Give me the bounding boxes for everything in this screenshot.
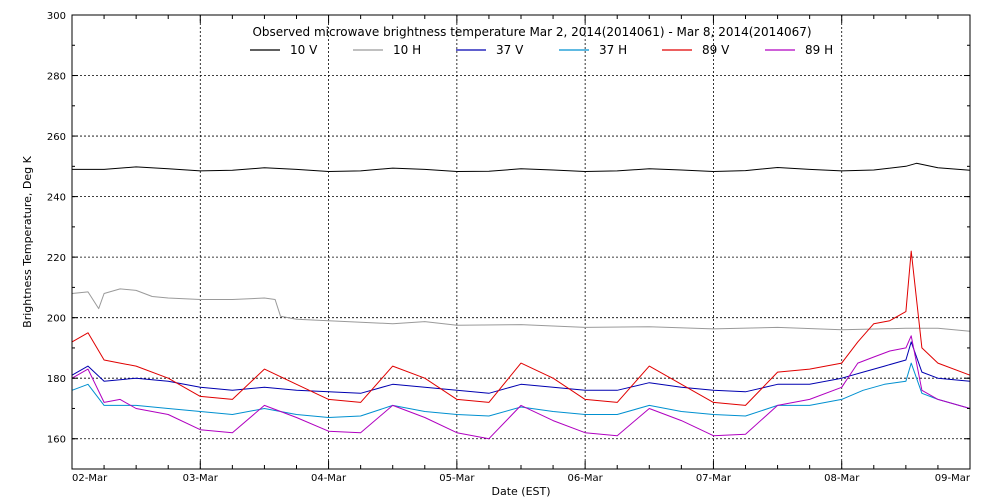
x-tick-label: 05-Mar <box>439 473 475 484</box>
series-line-89-h <box>71 335 971 440</box>
y-tick-label: 300 <box>47 11 66 22</box>
series-line-37-h <box>71 362 971 418</box>
series-line-37-v <box>71 341 971 394</box>
series-line-10-h <box>71 288 971 332</box>
x-tick-label: 09-Mar <box>935 473 971 484</box>
legend-label: 37 H <box>599 43 627 57</box>
series-line-89-v <box>71 250 971 406</box>
legend-label: 89 V <box>702 43 730 57</box>
series-lines <box>71 162 971 440</box>
y-tick-label: 220 <box>47 253 66 264</box>
y-tick-label: 240 <box>47 193 66 204</box>
legend: 10 V 10 H 37 V 37 H 89 V 89 H <box>250 43 833 57</box>
y-axis-title: Brightness Temperature, Deg K <box>21 155 34 327</box>
y-tick-label: 280 <box>47 72 66 83</box>
y-tick-label: 160 <box>47 435 66 446</box>
y-tick-label: 200 <box>47 314 66 325</box>
y-axis: 160 180 200 220 240 260 280 300 <box>47 11 970 470</box>
y-tick-label: 180 <box>47 374 66 385</box>
x-tick-label: 04-Mar <box>311 473 347 484</box>
x-axis: 02-Mar 03-Mar 04-Mar 05-Mar 06-Mar 07-Mar 08-M… <box>71 15 971 484</box>
series-line-10-v <box>72 162 971 172</box>
chart-title: Observed microwave brightness temperatur… <box>252 25 811 39</box>
x-tick-label: 07-Mar <box>696 473 732 484</box>
x-axis-title: Date (EST) <box>491 485 550 498</box>
x-tick-label: 08-Mar <box>824 473 860 484</box>
legend-label: 10 H <box>393 43 421 57</box>
legend-label: 89 H <box>805 43 833 57</box>
legend-label: 10 V <box>290 43 318 57</box>
x-tick-label: 06-Mar <box>568 473 604 484</box>
y-tick-label: 260 <box>47 132 66 143</box>
legend-label: 37 V <box>496 43 524 57</box>
grid-lines <box>72 15 970 469</box>
x-tick-label: 03-Mar <box>183 473 219 484</box>
x-tick-label: 02-Mar <box>72 473 108 484</box>
